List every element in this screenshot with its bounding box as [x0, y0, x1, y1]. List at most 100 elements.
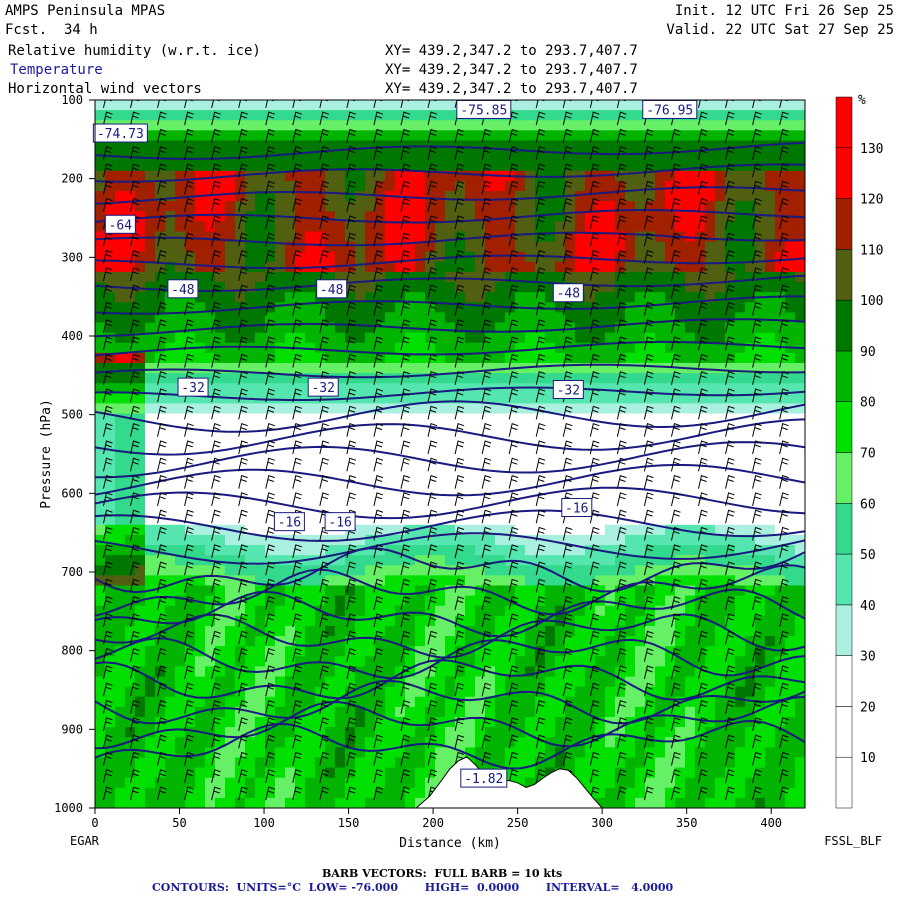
rh-cell — [305, 524, 316, 536]
rh-cell — [795, 706, 805, 718]
rh-cell — [225, 696, 236, 708]
rh-cell — [185, 241, 196, 253]
rh-cell — [275, 271, 286, 283]
rh-cell — [395, 686, 406, 698]
rh-cell — [385, 716, 396, 728]
rh-cell — [195, 140, 206, 152]
forecast-hour: Fcst. 34 h — [5, 22, 98, 38]
rh-cell — [345, 605, 356, 617]
rh-cell — [775, 524, 786, 536]
rh-cell — [295, 443, 306, 455]
rh-cell — [355, 757, 366, 769]
rh-cell — [255, 180, 266, 192]
rh-cell — [715, 656, 726, 667]
rh-cell — [485, 737, 496, 748]
rh-cell — [715, 352, 726, 364]
rh-cell — [735, 494, 746, 506]
rh-cell — [485, 130, 496, 141]
rh-cell — [215, 292, 226, 303]
rh-cell — [465, 292, 476, 303]
rh-cell — [195, 696, 206, 708]
rh-cell — [685, 676, 696, 688]
rh-cell — [165, 494, 176, 506]
rh-cell — [705, 373, 716, 384]
rh-cell — [125, 191, 136, 202]
rh-cell — [355, 221, 366, 232]
rh-cell — [405, 514, 416, 526]
rh-cell — [245, 433, 256, 445]
rh-cell — [385, 160, 396, 172]
rh-cell — [275, 170, 286, 182]
rh-cell — [325, 656, 336, 667]
rh-cell — [445, 454, 456, 465]
rh-cell — [305, 716, 316, 728]
rh-cell — [635, 494, 646, 506]
rh-cell — [405, 787, 416, 799]
rh-cell — [95, 261, 106, 273]
rh-cell — [355, 767, 366, 779]
rh-cell — [215, 170, 226, 182]
rh-cell — [305, 221, 316, 232]
rh-cell — [655, 757, 666, 769]
rh-cell — [165, 727, 176, 738]
rh-cell — [655, 585, 666, 597]
rh-cell — [565, 231, 576, 243]
rh-cell — [775, 241, 786, 253]
rh-cell — [205, 271, 216, 283]
rh-cell — [705, 524, 716, 536]
rh-cell — [115, 352, 126, 364]
rh-cell — [705, 231, 716, 243]
rh-cell — [305, 514, 316, 526]
rh-cell — [425, 373, 436, 384]
rh-cell — [345, 787, 356, 799]
rh-cell — [615, 271, 626, 283]
rh-cell — [735, 757, 746, 769]
rh-cell — [445, 383, 456, 394]
rh-cell — [245, 575, 256, 586]
rh-cell — [605, 221, 616, 232]
rh-cell — [385, 757, 396, 769]
rh-cell — [365, 251, 376, 263]
rh-cell — [435, 332, 446, 344]
rh-cell — [625, 787, 636, 799]
rh-cell — [475, 474, 486, 485]
rh-cell — [425, 413, 436, 425]
rh-cell — [115, 180, 126, 192]
rh-cell — [605, 211, 616, 222]
rh-cell — [585, 514, 596, 526]
rh-cell — [245, 201, 256, 212]
rh-cell — [455, 504, 466, 516]
rh-cell — [675, 383, 686, 394]
rh-cell — [185, 605, 196, 617]
rh-cell — [655, 362, 666, 374]
rh-cell — [705, 545, 716, 556]
rh-cell — [105, 797, 116, 808]
rh-cell — [685, 575, 696, 586]
rh-cell — [695, 484, 706, 495]
rh-cell — [525, 393, 536, 404]
rh-cell — [465, 302, 476, 313]
rh-cell — [665, 494, 676, 506]
rh-cell — [785, 565, 796, 576]
rh-cell — [275, 120, 286, 131]
rh-cell — [705, 656, 716, 667]
rh-cell — [225, 302, 236, 313]
rh-cell — [645, 241, 656, 253]
rh-cell — [625, 524, 636, 536]
rh-cell — [395, 615, 406, 627]
rh-cell — [275, 545, 286, 556]
rh-cell — [145, 656, 156, 667]
rh-cell — [295, 120, 306, 131]
rh-cell — [355, 625, 366, 637]
rh-cell — [555, 362, 566, 374]
rh-cell — [795, 646, 805, 657]
rh-cell — [455, 666, 466, 678]
rh-cell — [255, 443, 266, 455]
rh-cell — [355, 312, 366, 324]
rh-cell — [455, 443, 466, 455]
rh-cell — [165, 130, 176, 141]
rh-cell — [455, 534, 466, 546]
rh-cell — [575, 302, 586, 313]
rh-cell — [605, 504, 616, 516]
rh-cell — [175, 413, 186, 425]
